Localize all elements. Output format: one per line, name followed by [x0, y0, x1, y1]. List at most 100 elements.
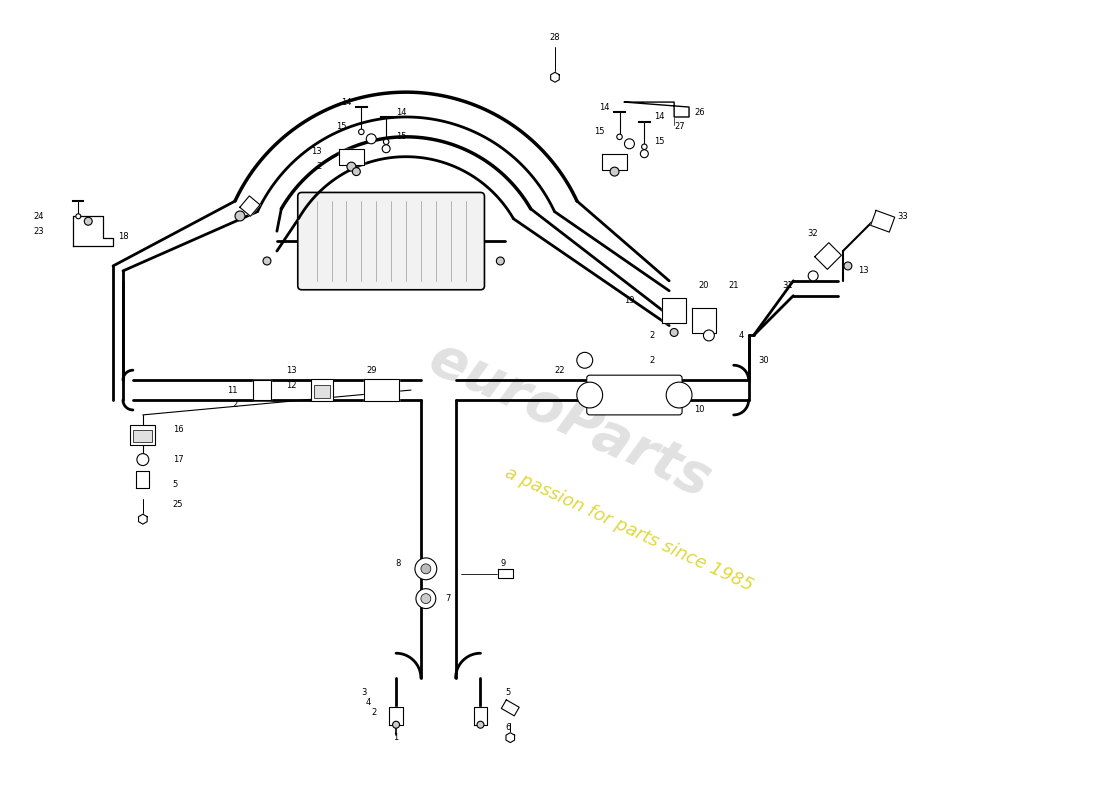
Polygon shape — [602, 154, 627, 170]
Text: 13: 13 — [286, 366, 297, 374]
Circle shape — [844, 262, 851, 270]
Text: 32: 32 — [807, 229, 818, 238]
Circle shape — [667, 382, 692, 408]
Circle shape — [477, 722, 484, 728]
Circle shape — [640, 150, 648, 158]
Text: 8: 8 — [396, 559, 402, 568]
Polygon shape — [502, 700, 519, 716]
Text: 29: 29 — [366, 366, 377, 374]
Bar — [314, 385, 330, 398]
Text: a passion for parts since 1985: a passion for parts since 1985 — [503, 463, 757, 594]
Text: 1: 1 — [394, 733, 398, 742]
Text: 4: 4 — [366, 698, 372, 707]
Text: 6: 6 — [505, 723, 510, 732]
Circle shape — [703, 330, 714, 341]
Text: 11: 11 — [227, 386, 238, 394]
Text: 15: 15 — [654, 138, 664, 146]
Text: 19: 19 — [624, 296, 635, 305]
Text: 20: 20 — [698, 282, 710, 290]
Bar — [131, 425, 155, 445]
Text: 33: 33 — [898, 212, 909, 221]
Polygon shape — [240, 196, 260, 216]
Circle shape — [496, 257, 504, 265]
Circle shape — [416, 589, 436, 609]
Circle shape — [421, 594, 431, 603]
Text: 15: 15 — [396, 132, 407, 142]
Text: 14: 14 — [600, 102, 609, 111]
Polygon shape — [139, 514, 147, 524]
Text: 13: 13 — [311, 147, 321, 156]
Text: 15: 15 — [336, 122, 346, 131]
Polygon shape — [625, 102, 689, 117]
Text: 28: 28 — [550, 33, 560, 42]
Circle shape — [352, 168, 361, 175]
Text: 21: 21 — [728, 282, 739, 290]
Text: euroParts: euroParts — [420, 331, 719, 509]
Text: 24: 24 — [33, 212, 44, 221]
Circle shape — [670, 329, 678, 337]
Polygon shape — [870, 210, 894, 232]
Text: 13: 13 — [858, 266, 869, 275]
Circle shape — [610, 167, 619, 176]
Circle shape — [359, 129, 364, 134]
Circle shape — [576, 352, 593, 368]
FancyBboxPatch shape — [586, 375, 682, 415]
Text: 26: 26 — [694, 107, 705, 117]
Circle shape — [76, 214, 80, 218]
Text: 17: 17 — [173, 455, 184, 464]
Text: 14: 14 — [654, 113, 664, 122]
Text: 2: 2 — [232, 401, 238, 410]
Polygon shape — [339, 149, 364, 165]
Circle shape — [382, 145, 390, 153]
Text: 23: 23 — [33, 226, 44, 236]
Text: 14: 14 — [396, 107, 407, 117]
Circle shape — [85, 218, 92, 226]
Text: 2: 2 — [371, 708, 376, 718]
Polygon shape — [364, 379, 398, 401]
Text: 27: 27 — [674, 122, 685, 131]
Text: 18: 18 — [118, 232, 129, 241]
Circle shape — [235, 211, 245, 221]
Circle shape — [421, 564, 431, 574]
Polygon shape — [473, 707, 487, 725]
Polygon shape — [136, 470, 150, 488]
Text: 2: 2 — [649, 331, 654, 340]
Bar — [310, 379, 332, 401]
Text: 25: 25 — [173, 500, 183, 509]
Text: 14: 14 — [341, 98, 351, 106]
Text: 15: 15 — [594, 127, 605, 136]
Text: 7: 7 — [446, 594, 451, 603]
Text: 22: 22 — [554, 366, 565, 374]
Circle shape — [617, 134, 623, 139]
Text: 3: 3 — [361, 689, 366, 698]
Text: 2: 2 — [649, 356, 654, 365]
Text: 16: 16 — [173, 426, 184, 434]
Polygon shape — [551, 72, 559, 82]
Circle shape — [415, 558, 437, 580]
Circle shape — [136, 454, 149, 466]
Polygon shape — [498, 570, 513, 578]
Polygon shape — [74, 216, 113, 246]
Polygon shape — [662, 298, 686, 323]
Text: 9: 9 — [500, 559, 506, 568]
Circle shape — [808, 271, 818, 281]
Polygon shape — [389, 707, 403, 725]
Polygon shape — [253, 380, 271, 400]
Text: 2: 2 — [317, 162, 321, 171]
Circle shape — [346, 162, 356, 171]
Text: 30: 30 — [759, 356, 769, 365]
Circle shape — [625, 139, 635, 149]
Circle shape — [263, 257, 271, 265]
Circle shape — [641, 144, 647, 150]
Polygon shape — [815, 242, 842, 270]
Text: 10: 10 — [694, 406, 704, 414]
Circle shape — [576, 382, 603, 408]
Bar — [133, 430, 152, 442]
Circle shape — [384, 139, 389, 145]
Circle shape — [393, 722, 399, 728]
Polygon shape — [692, 308, 716, 334]
Text: 31: 31 — [783, 282, 793, 290]
FancyBboxPatch shape — [298, 193, 484, 290]
Text: 5: 5 — [505, 689, 510, 698]
Circle shape — [366, 134, 376, 144]
